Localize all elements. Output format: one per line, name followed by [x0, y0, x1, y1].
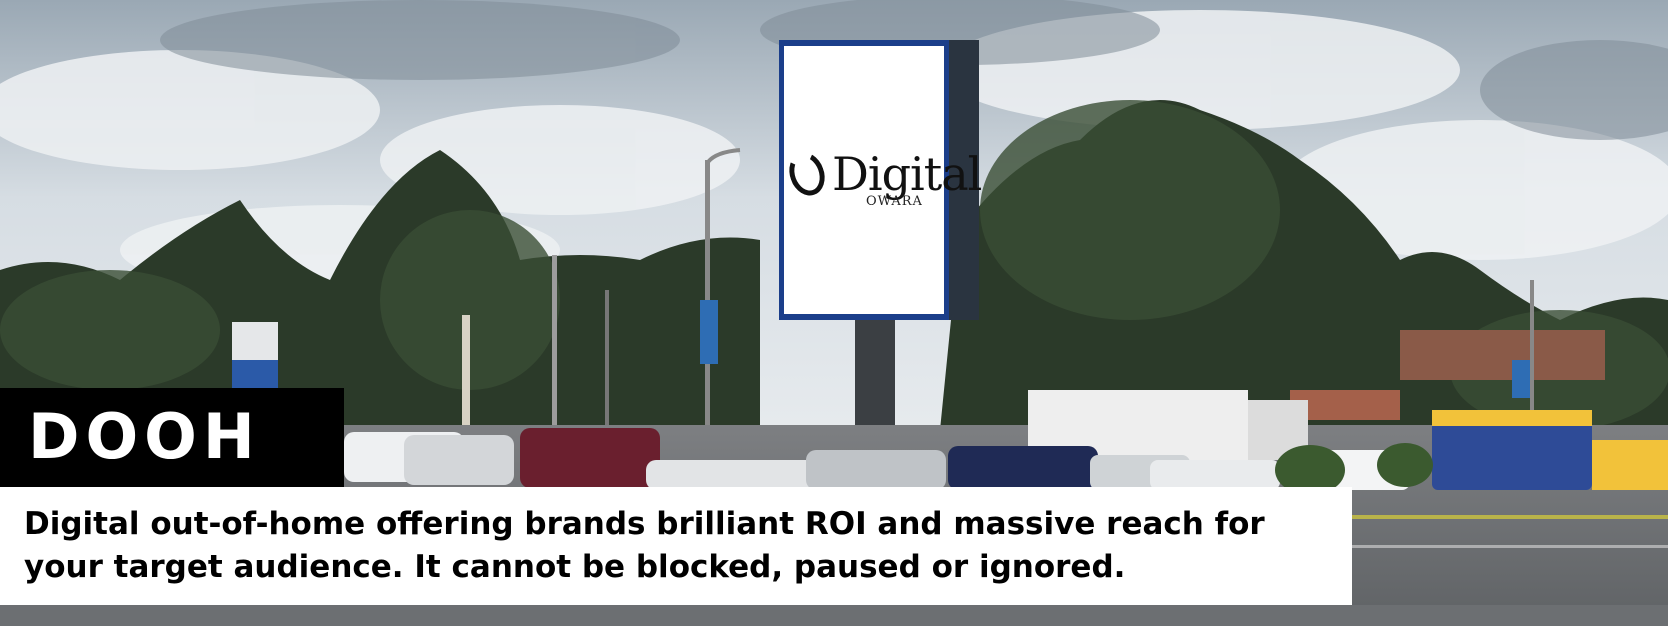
description-box: Digital out-of-home offering brands bril…	[0, 487, 1352, 605]
banner-title: DOOH	[28, 400, 261, 473]
billboard-logo-text: Digital	[832, 147, 982, 201]
title-box: DOOH	[0, 388, 344, 487]
banner-description: Digital out-of-home offering brands bril…	[24, 506, 1265, 585]
billboard-logo-subtext: OWARA	[866, 194, 923, 209]
logo-ring-icon	[783, 147, 831, 201]
billboard-logo: Digital OWARA	[783, 147, 982, 209]
